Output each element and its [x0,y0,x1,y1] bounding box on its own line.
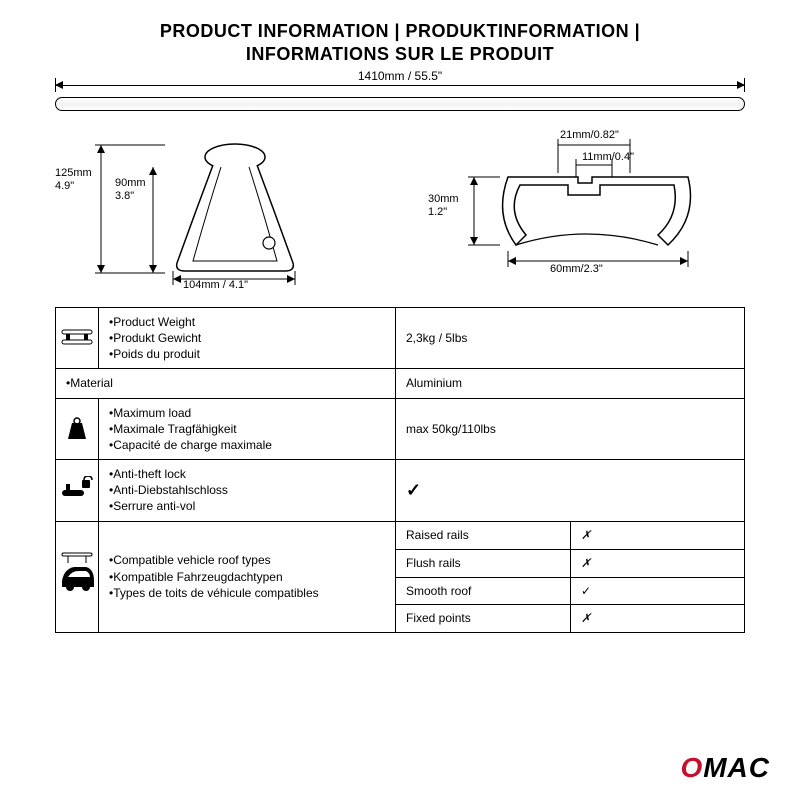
compat-opt-1-val: ✗ [571,549,745,577]
compat-opt-3-name: Fixed points [396,604,571,632]
compat-opt-2-name: Smooth roof [396,577,571,604]
profile-diagram: 21mm/0.82" 11mm/0.4" 30mm 1.2" 60mm/2.3" [420,133,745,293]
row-weight: •Product Weight •Produkt Gewicht •Poids … [56,307,745,369]
row-material: •Material Aluminium [56,369,745,398]
compat-opt-1-name: Flush rails [396,549,571,577]
technical-diagrams: 125mm 4.9" 90mm 3.8" 104mm / 4.1" [55,133,745,293]
lock-labels: •Anti-theft lock •Anti-Diebstahlschloss … [109,466,385,515]
material-value: Aluminium [396,369,745,398]
weight-labels: •Product Weight •Produkt Gewicht •Poids … [109,314,385,363]
spec-table: •Product Weight •Produkt Gewicht •Poids … [55,307,745,633]
lock-icon [56,460,99,522]
compat-opt-0-name: Raised rails [396,521,571,549]
load-value: max 50kg/110lbs [396,398,745,460]
weight-value: 2,3kg / 5lbs [396,307,745,369]
car-icon [56,521,99,632]
row-lock: •Anti-theft lock •Anti-Diebstahlschloss … [56,460,745,522]
material-labels: •Material [66,375,385,391]
load-icon [56,398,99,460]
row-compat-0: •Compatible vehicle roof types •Kompatib… [56,521,745,549]
lock-value: ✓ [396,460,745,522]
title-line-2: INFORMATIONS SUR LE PRODUIT [55,43,745,66]
row-load: •Maximum load •Maximale Tragfähigkeit •C… [56,398,745,460]
compat-opt-3-val: ✗ [571,604,745,632]
page-title: PRODUCT INFORMATION | PRODUKTINFORMATION… [55,20,745,67]
top-width-dimension: 1410mm / 55.5" [55,75,745,93]
weight-icon [56,307,99,369]
brand-logo: OMAC [680,752,770,784]
load-labels: •Maximum load •Maximale Tragfähigkeit •C… [109,405,385,454]
clamp-shape [165,143,305,283]
compat-opt-2-val: ✓ [571,577,745,604]
top-width-label: 1410mm / 55.5" [354,69,446,83]
crossbar-side-view [55,97,745,111]
profile-shape [490,167,700,267]
title-line-1: PRODUCT INFORMATION | PRODUKTINFORMATION… [55,20,745,43]
compat-labels: •Compatible vehicle roof types •Kompatib… [109,552,385,601]
compat-opt-0-val: ✗ [571,521,745,549]
clamp-diagram: 125mm 4.9" 90mm 3.8" 104mm / 4.1" [55,133,380,293]
